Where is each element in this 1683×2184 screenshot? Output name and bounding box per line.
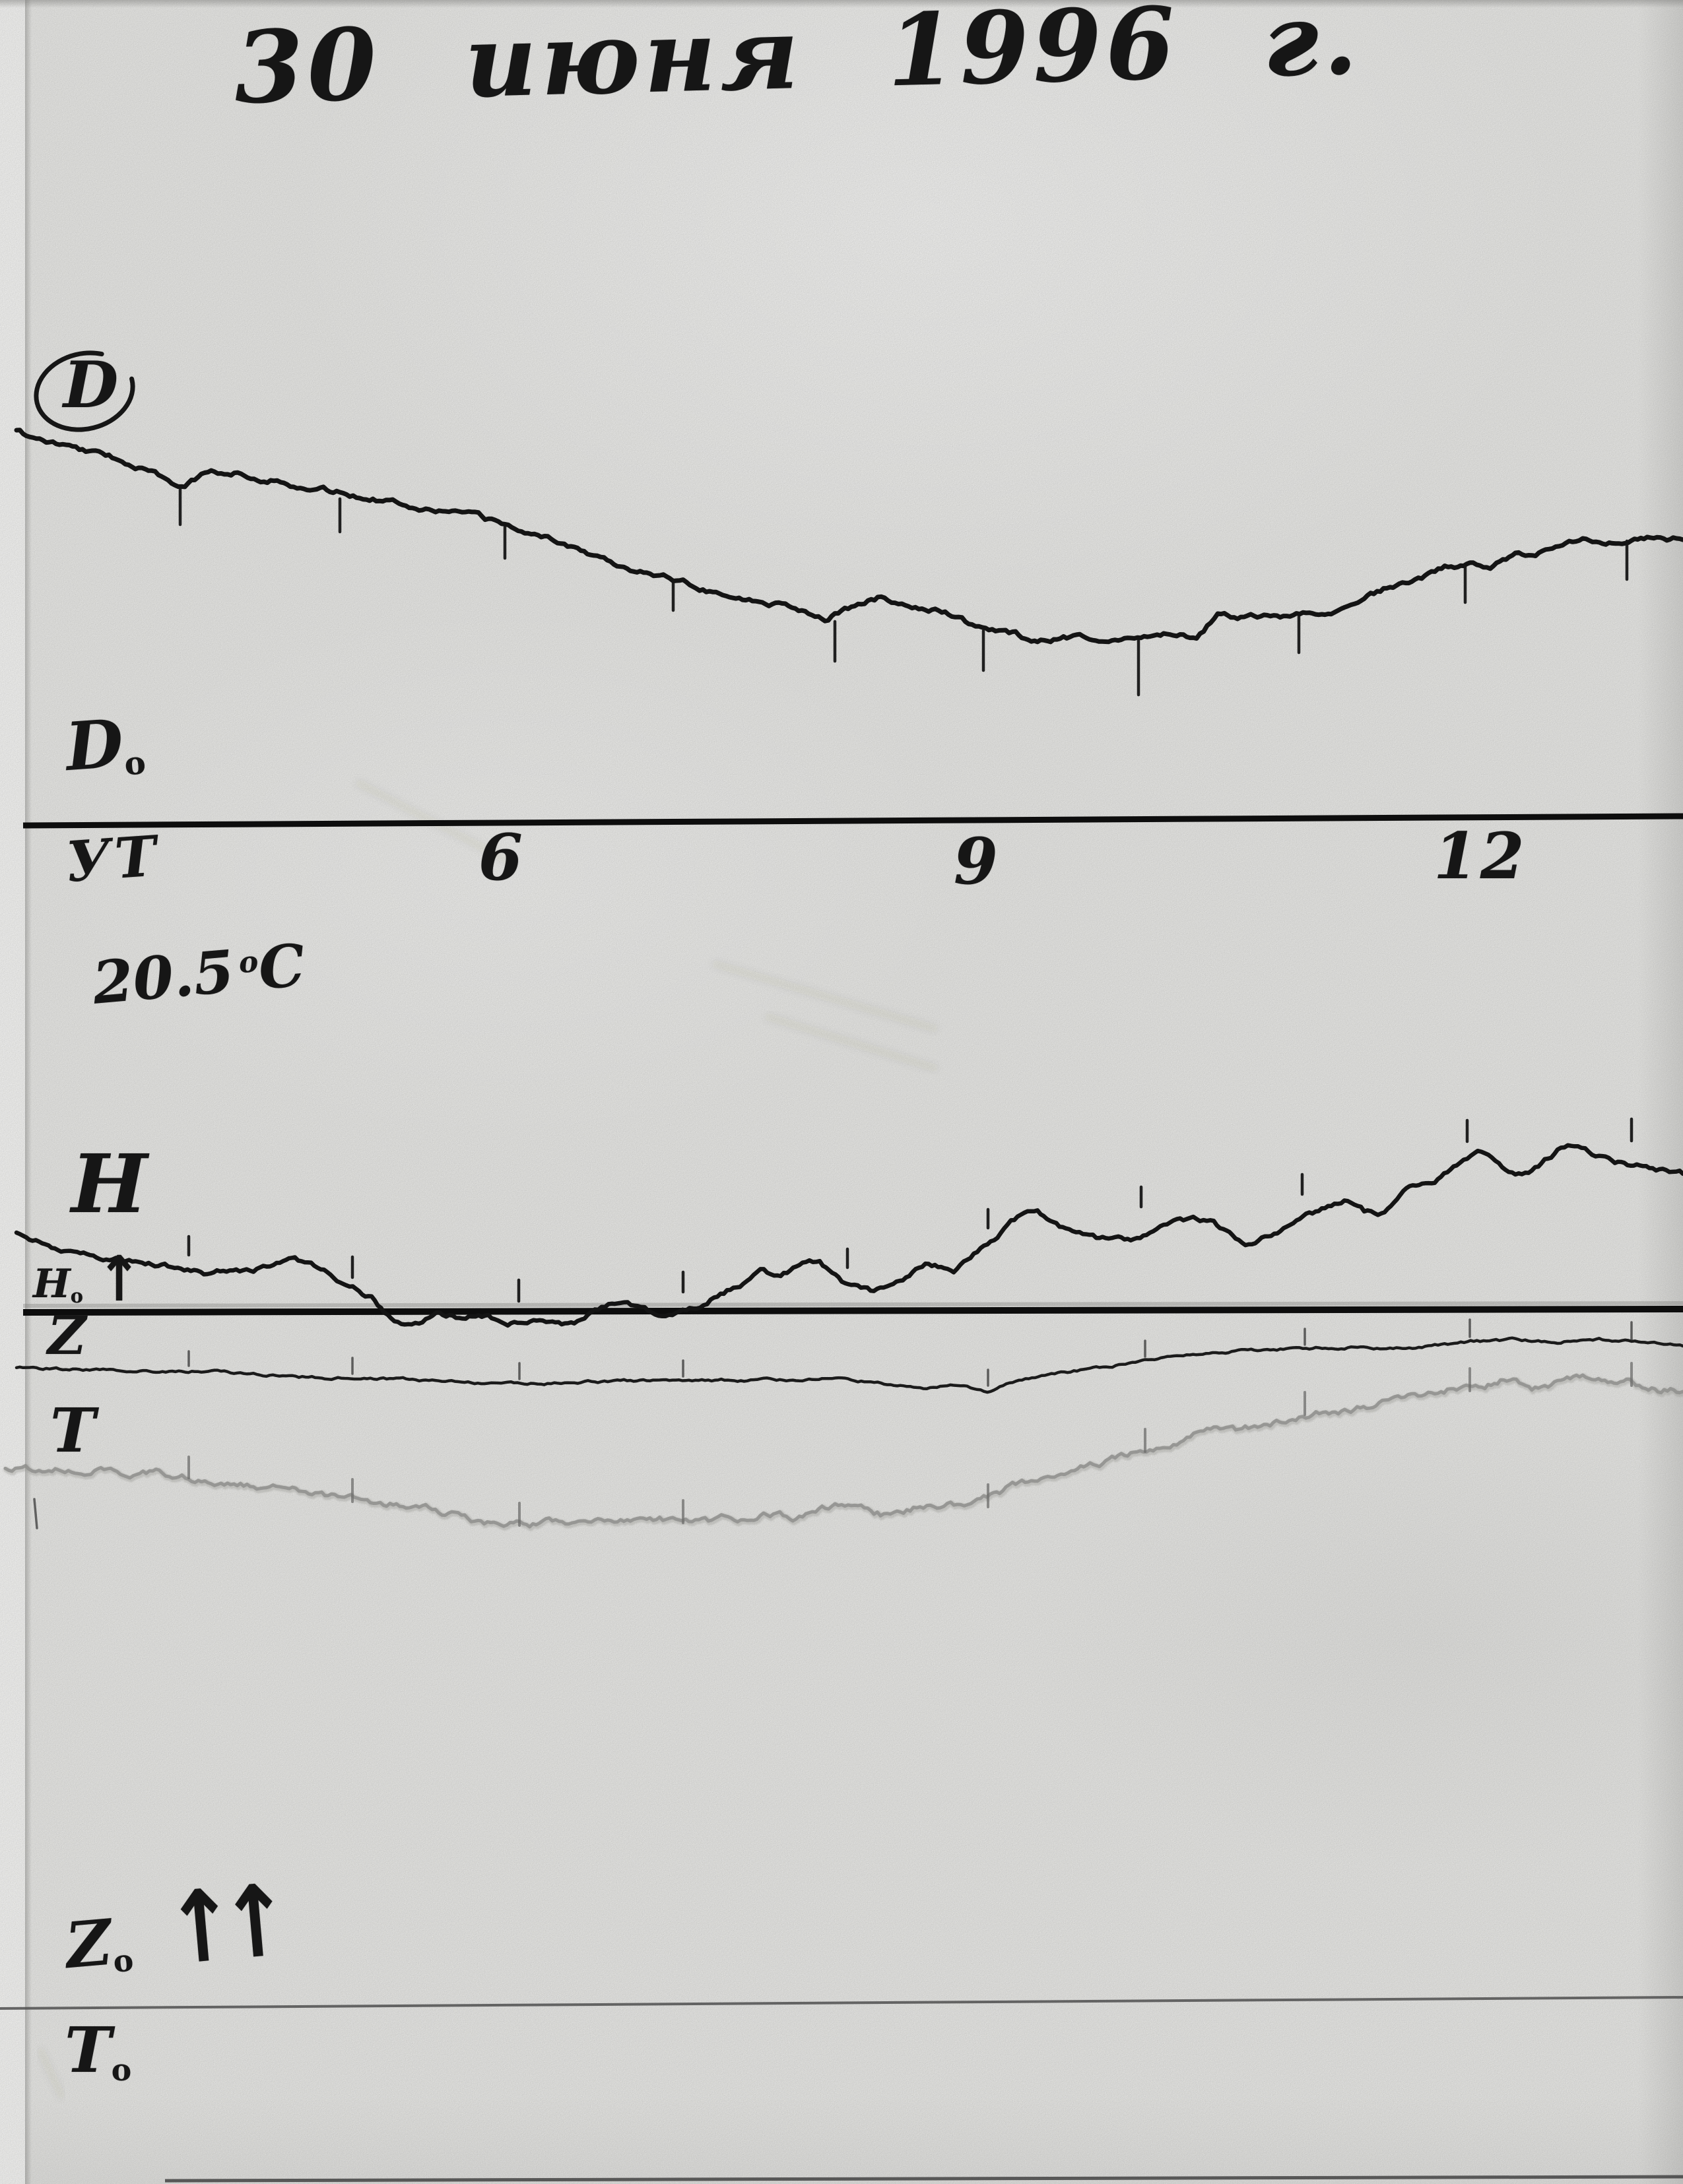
baseline-scan-bottom-edge — [164, 2175, 1683, 2183]
baseline-Z0-T0-axis — [0, 1996, 1683, 2010]
temperature-value: 20.5 — [90, 936, 237, 1017]
stray-pen-mark — [33, 1498, 38, 1529]
trace-T — [3, 1373, 1683, 1529]
t-baseline-label-base: T — [65, 2014, 112, 2087]
temperature-annotation: 20.5 oC — [90, 930, 308, 1017]
time-axis-label: УТ — [63, 823, 162, 895]
z0-scale-double-up-arrow-icon: ↑↑ — [161, 1863, 280, 1988]
time-tick-12: 12 — [1434, 819, 1527, 893]
baseline-H0-axis-shadow — [22, 1301, 1683, 1308]
h-trace-label: H — [71, 1136, 148, 1231]
h-baseline-label: Ho — [33, 1264, 83, 1306]
trace-H — [14, 1143, 1683, 1328]
trace-D — [14, 428, 1683, 645]
trace-Z — [15, 1336, 1683, 1394]
page-title: 30 июня 1996 г. — [232, 0, 1363, 127]
d-baseline-label: Do — [63, 704, 147, 786]
baseline-H0-axis — [22, 1306, 1683, 1316]
time-tick-6: 6 — [478, 820, 523, 895]
h-baseline-label-sub: o — [70, 1285, 83, 1308]
baseline-D0-UT-axis — [22, 813, 1683, 829]
d-baseline-label-sub: o — [123, 744, 147, 783]
hour-tick-marks — [33, 487, 1634, 1529]
baseline-lines — [0, 813, 1683, 2183]
d-baseline-label-base: D — [63, 704, 126, 787]
z-baseline-label: Zo — [63, 1906, 135, 1983]
recorded-traces — [3, 428, 1683, 1531]
t-baseline-label-sub: o — [111, 2051, 132, 2088]
h-baseline-label-base: H — [33, 1261, 71, 1307]
t-trace-label: T — [50, 1395, 96, 1466]
h-offset-up-arrow-icon: ↑ — [97, 1242, 142, 1316]
t-baseline-label: To — [65, 2019, 131, 2085]
z-baseline-label-sub: o — [112, 1942, 135, 1979]
z-baseline-label-base: Z — [63, 1906, 115, 1983]
temperature-unit: C — [255, 930, 308, 1003]
time-tick-9: 9 — [954, 824, 998, 899]
d-label-circle-icon — [34, 350, 135, 432]
d-trace-label: D — [63, 348, 119, 422]
z-trace-label: Z — [48, 1304, 86, 1366]
